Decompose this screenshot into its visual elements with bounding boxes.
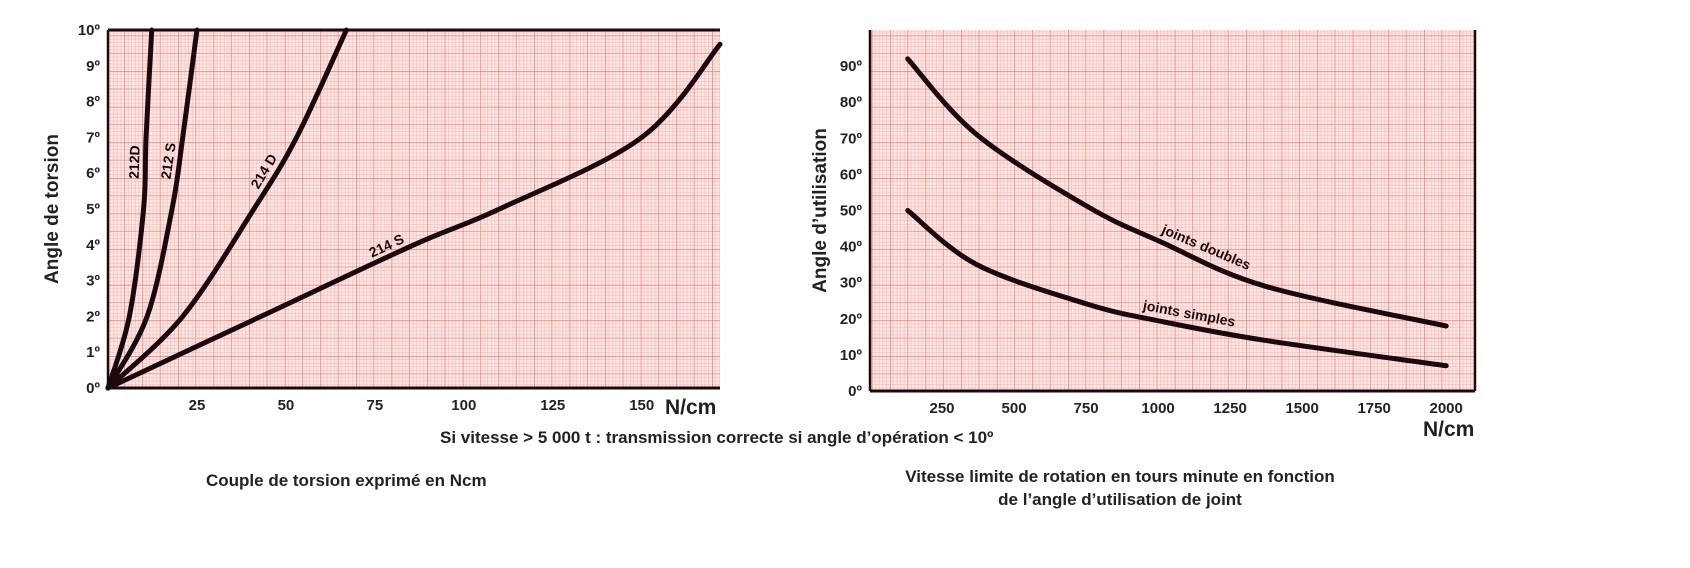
- y-tick-label: 80º: [840, 94, 863, 111]
- caption-speed-line-1: Vitesse limite de rotation en tours minu…: [905, 467, 1335, 486]
- plot-area: [870, 30, 1475, 391]
- x-tick-label: 25: [189, 397, 206, 414]
- series-line: [105, 27, 155, 391]
- y-tick-label: 90º: [840, 58, 863, 75]
- x-tick-label: 500: [1002, 400, 1027, 417]
- series-line: [105, 27, 349, 391]
- y-tick-label: 20º: [840, 311, 863, 328]
- x-tick-label: 1500: [1285, 400, 1318, 417]
- y-tick-label: 4º: [86, 237, 100, 254]
- x-tick-label: 1250: [1213, 400, 1246, 417]
- y-tick-label: 0º: [86, 380, 100, 397]
- y-tick-label: 1º: [86, 344, 100, 361]
- y-tick-label: 8º: [86, 94, 100, 111]
- x-tick-label: 250: [930, 400, 955, 417]
- x-axis-unit: N/cm: [665, 396, 716, 419]
- x-tick-label: 125: [540, 397, 565, 414]
- y-axis-label: Angle de torsion: [42, 134, 63, 284]
- x-axis-unit: N/cm: [1423, 418, 1474, 441]
- y-tick-label: 30º: [840, 275, 863, 292]
- series-label: 212D: [126, 145, 143, 179]
- chart-angle-utilisation: 250 500 750 1000 1250 1500 1750 2000 0º 10º 20º 30º…: [810, 30, 1477, 441]
- y-tick-label: 9º: [86, 58, 100, 75]
- y-tick-label: 3º: [86, 273, 100, 290]
- y-tick-label: 40º: [840, 239, 863, 256]
- y-tick-label: 10º: [840, 347, 863, 364]
- y-tick-label: 5º: [86, 201, 100, 218]
- x-tick-label: 1750: [1357, 400, 1390, 417]
- y-tick-label: 0º: [848, 383, 862, 400]
- x-tick-label: 75: [367, 397, 384, 414]
- speed-note: Si vitesse > 5 000 t : transmission corr…: [440, 428, 994, 447]
- y-tick-label: 2º: [86, 308, 100, 325]
- chart-torsion: 25 50 75 100 125 150 0º 1º 2º 3º 4º 5º 6º 7º 8º 9º 10º An…: [42, 22, 723, 419]
- series-label: 212 S: [157, 142, 178, 181]
- y-tick-label: 10º: [78, 22, 101, 39]
- x-tick-label: 750: [1074, 400, 1099, 417]
- plot-area: [108, 30, 720, 388]
- y-tick-label: 7º: [86, 129, 100, 146]
- x-tick-label: 150: [629, 397, 654, 414]
- series-line: [105, 27, 200, 391]
- series-line: [905, 208, 1449, 369]
- x-tick-label: 1000: [1141, 400, 1174, 417]
- y-tick-label: 6º: [86, 165, 100, 182]
- series-line: [105, 41, 723, 391]
- caption-speed-line-2: de l’angle d’utilisation de joint: [998, 490, 1242, 509]
- caption-torsion: Couple de torsion exprimé en Ncm: [206, 471, 487, 490]
- y-tick-label: 60º: [840, 166, 863, 183]
- x-tick-label: 100: [451, 397, 476, 414]
- y-axis-label: Angle d’utilisation: [810, 128, 831, 293]
- x-tick-label: 2000: [1430, 400, 1463, 417]
- y-tick-label: 50º: [840, 203, 863, 220]
- y-tick-label: 70º: [840, 130, 863, 147]
- series-line: [905, 56, 1449, 329]
- x-tick-label: 50: [278, 397, 295, 414]
